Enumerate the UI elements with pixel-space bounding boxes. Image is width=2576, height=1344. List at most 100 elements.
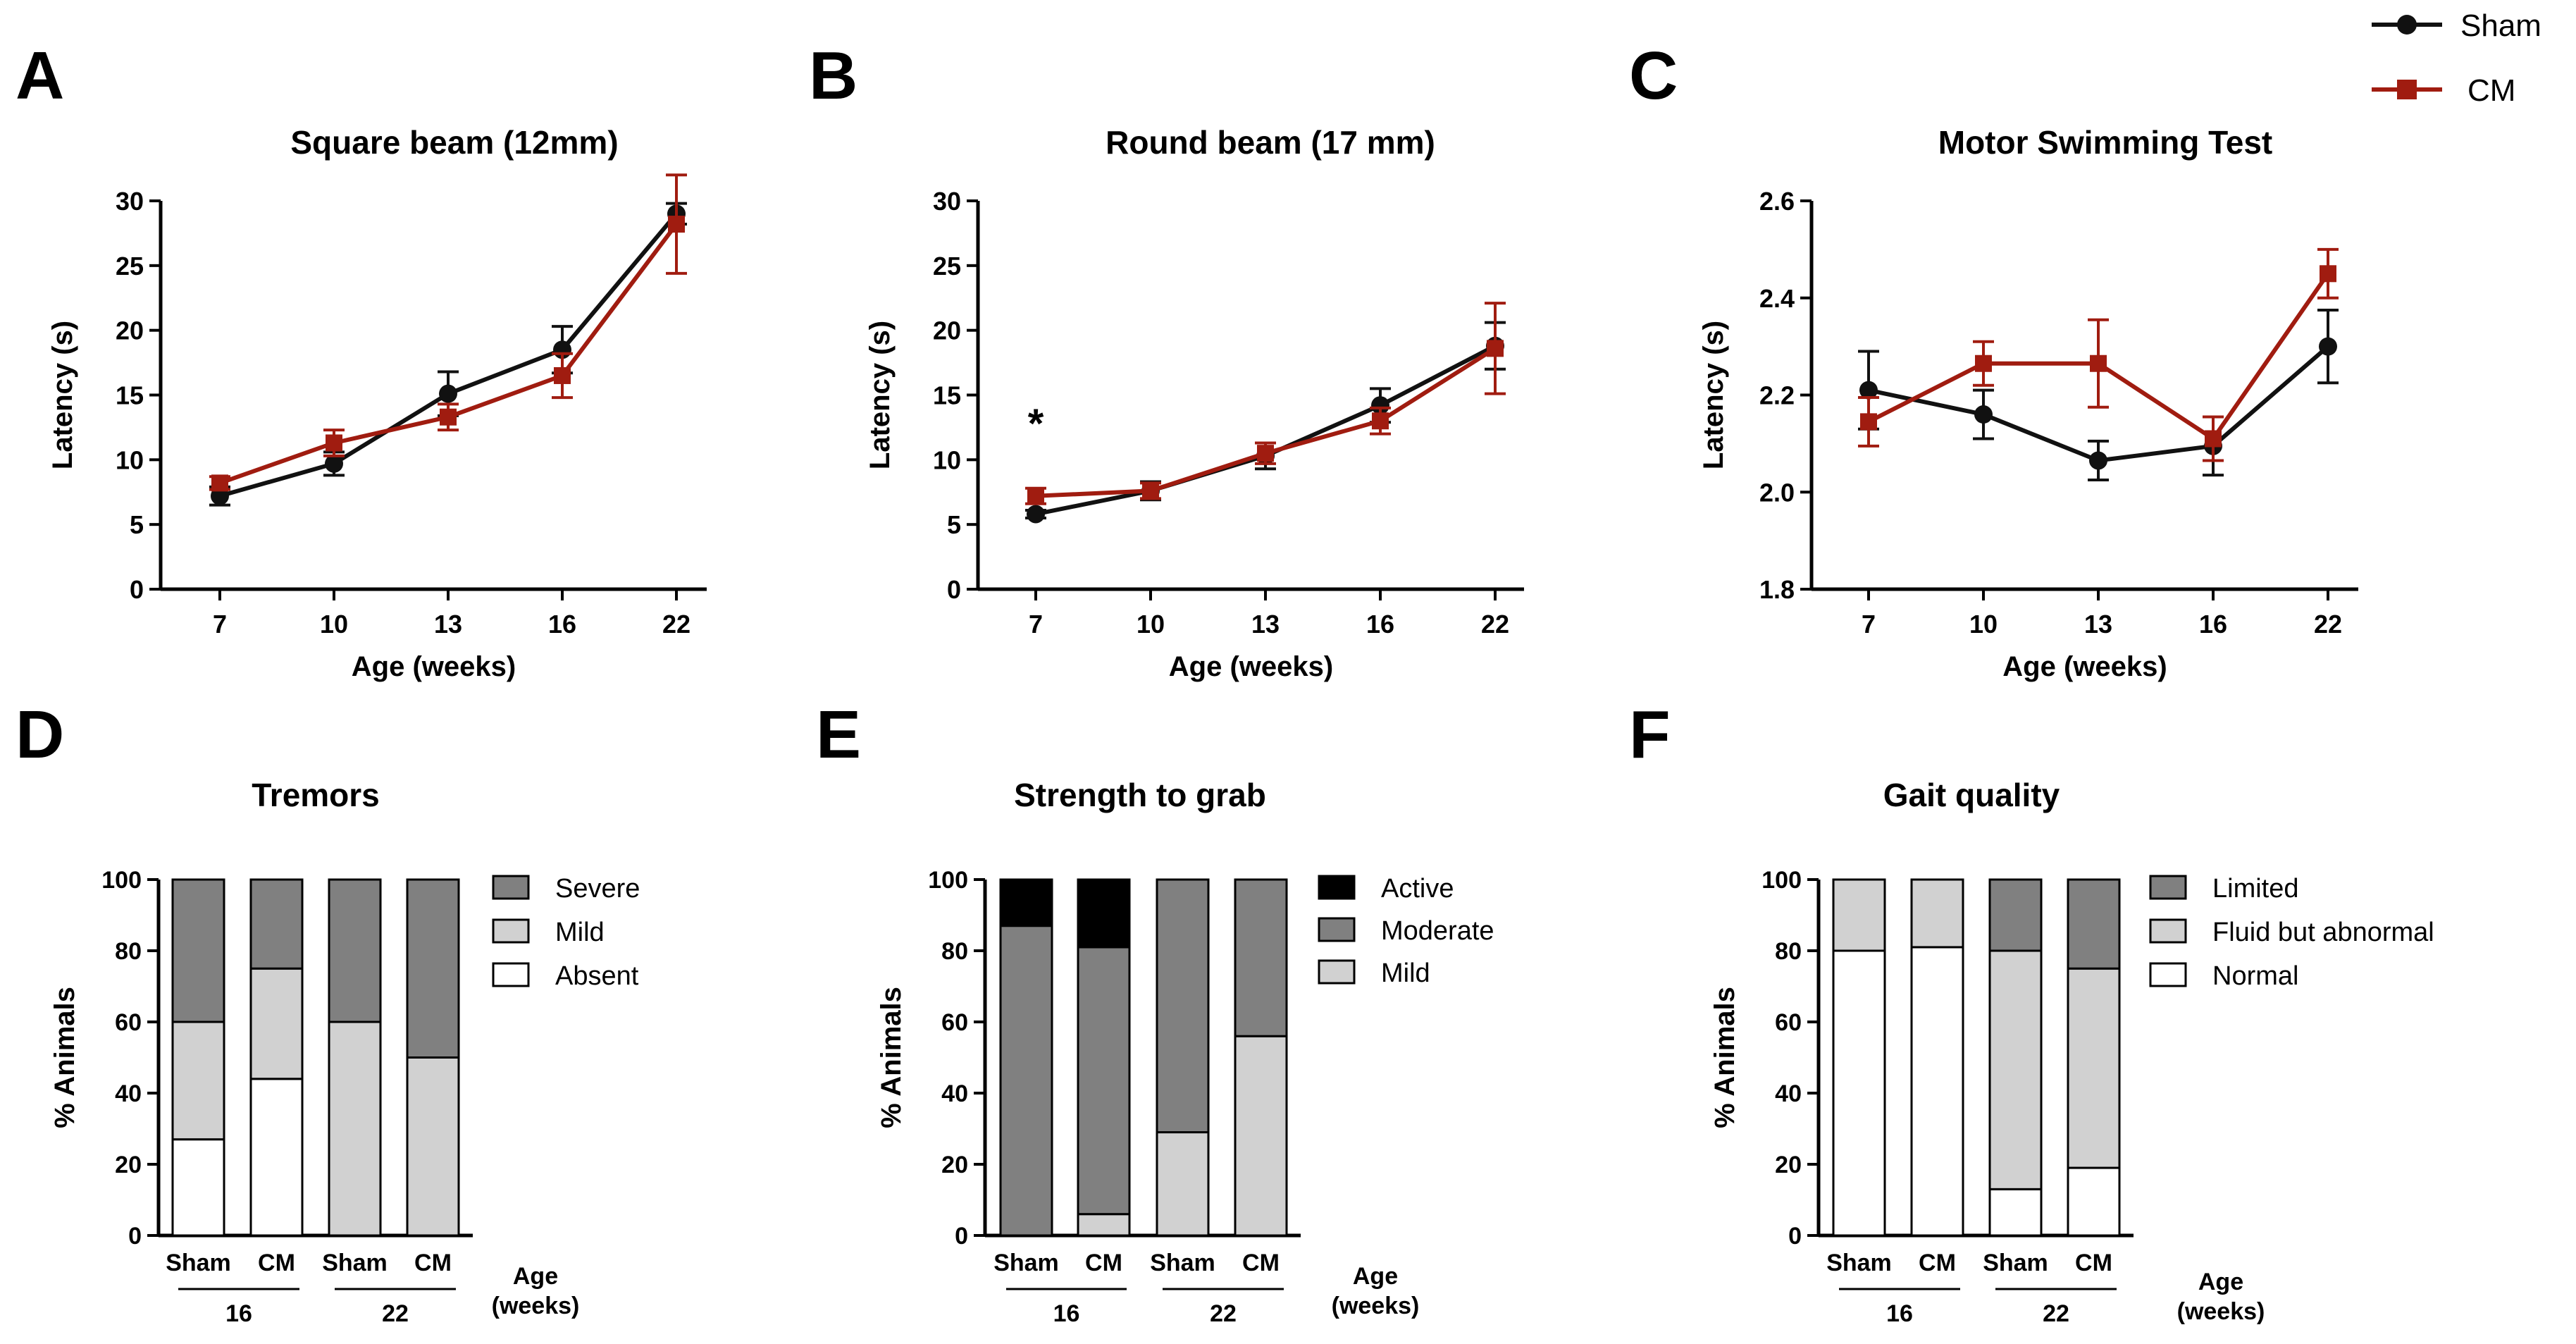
- data-point: [2319, 337, 2337, 356]
- y-tick-label: 60: [1775, 1009, 1802, 1036]
- x-tick-label: CM: [258, 1250, 295, 1276]
- legend-swatch: [2149, 875, 2187, 900]
- bar-segment-mild: [406, 1056, 460, 1237]
- legend-label: Mild: [1381, 958, 1430, 988]
- legend: Limited Fluid but abnormal Normal: [2149, 874, 2434, 991]
- y-tick-label: 2.4: [1759, 284, 1795, 313]
- panel-letter: F: [1629, 697, 1671, 772]
- group-label: 22: [2043, 1300, 2069, 1327]
- bar-segment-absent: [249, 1078, 304, 1237]
- legend-label: Mild: [555, 918, 605, 947]
- data-point: [1487, 340, 1504, 357]
- data-point: [668, 216, 685, 233]
- legend-label: Normal: [2212, 961, 2298, 991]
- series-line: [219, 223, 679, 486]
- data-point: [2205, 430, 2222, 448]
- y-tick-label: 10: [933, 445, 961, 474]
- series-sham: [1858, 308, 2339, 482]
- legend-swatch: [492, 918, 530, 944]
- panel-letter: B: [809, 38, 857, 113]
- legend-label: CM: [2467, 73, 2515, 108]
- bar-segment-fluid-but-abnormal: [1988, 949, 2043, 1190]
- bar-segment-normal: [1910, 946, 1964, 1237]
- x-tick-label: Sham: [1150, 1250, 1215, 1276]
- bar-segment-fluid-but-abnormal: [2067, 967, 2121, 1169]
- series-cm: [1025, 302, 1506, 505]
- group-label: 16: [1886, 1300, 1913, 1327]
- bar-segment-mild: [328, 1021, 382, 1237]
- x-tick-label: 13: [434, 610, 462, 639]
- chart-title: Round beam (17 mm): [1106, 124, 1435, 161]
- data-point: [554, 366, 571, 384]
- bar-segment-active: [999, 878, 1053, 927]
- x-tick-label: Sham: [166, 1250, 231, 1276]
- legend-label: Moderate: [1381, 916, 1494, 946]
- chart-title: Motor Swimming Test: [1938, 124, 2273, 161]
- legend-swatch: [2149, 918, 2187, 944]
- data-point: [1975, 355, 1992, 372]
- chart-panel-b: B Round beam (17 mm) 0 5 10 15 20 25 30 7 10 13 16 22…: [809, 38, 1524, 682]
- y-tick-label: 5: [947, 510, 961, 539]
- y-axis-label: Latency (s): [47, 321, 78, 469]
- legend-swatch: [1318, 917, 1356, 942]
- y-tick-label: 100: [101, 867, 142, 894]
- data-point: [1372, 412, 1389, 430]
- legend-label: Absent: [555, 961, 639, 991]
- y-tick-label: 30: [933, 187, 961, 216]
- bar-segment-severe: [328, 878, 382, 1023]
- y-axis-label: % Animals: [1709, 987, 1740, 1128]
- bar-segment-severe: [249, 878, 304, 970]
- x-tick-label: 16: [1366, 610, 1394, 639]
- chart-title: Gait quality: [1883, 777, 2060, 813]
- legend-swatch: [2149, 962, 2187, 987]
- x-tick-label: CM: [1085, 1250, 1122, 1276]
- y-tick-label: 20: [941, 1152, 968, 1178]
- legend-label: Active: [1381, 874, 1454, 904]
- y-tick-label: 25: [933, 252, 961, 280]
- legend-swatch: [492, 875, 530, 900]
- y-tick-label: 2.6: [1759, 187, 1795, 216]
- legend-marker: [2397, 80, 2417, 99]
- x-tick-label: 7: [1029, 610, 1043, 639]
- bar-segment-absent: [171, 1138, 225, 1237]
- y-tick-label: 0: [128, 1223, 142, 1250]
- panel-letter: C: [1629, 38, 1678, 113]
- x-tick-label: 22: [2314, 610, 2342, 639]
- bar-segment-normal: [1988, 1188, 2043, 1237]
- y-tick-label: 80: [1775, 938, 1802, 965]
- bar-segment-mild: [1234, 1035, 1288, 1237]
- chart-title: Square beam (12mm): [290, 124, 618, 161]
- y-tick-label: 0: [955, 1223, 968, 1250]
- x-tick-label: CM: [1242, 1250, 1280, 1276]
- panel-letter: D: [16, 697, 64, 772]
- bar-segment-fluid-but-abnormal: [1832, 878, 1886, 952]
- bar-segment-moderate: [1156, 878, 1210, 1134]
- group-axis-label: Age: [2198, 1269, 2243, 1295]
- series-legend: Sham CM: [2372, 8, 2541, 108]
- legend-swatch: [492, 962, 530, 987]
- y-tick-label: 25: [116, 252, 144, 280]
- x-axis-label: Age (weeks): [2002, 651, 2167, 682]
- x-axis-label: Age (weeks): [1169, 651, 1333, 682]
- group-axis-label: (weeks): [2177, 1298, 2265, 1325]
- y-tick-label: 1.8: [1759, 575, 1795, 604]
- panel-letter: A: [16, 38, 64, 113]
- legend-label: Sham: [2460, 8, 2541, 43]
- y-tick-label: 40: [115, 1080, 142, 1107]
- y-tick-label: 0: [947, 575, 961, 604]
- data-point: [2320, 265, 2336, 283]
- data-point: [1974, 405, 1993, 424]
- y-tick-label: 2.0: [1759, 478, 1795, 507]
- bar-segment-normal: [2067, 1166, 2121, 1237]
- x-tick-label: CM: [414, 1250, 452, 1276]
- y-tick-label: 5: [130, 510, 144, 539]
- x-tick-label: 16: [2199, 610, 2227, 639]
- legend-label: Severe: [555, 874, 640, 904]
- bar-segment-mild: [1077, 1213, 1131, 1237]
- x-tick-label: Sham: [1826, 1250, 1892, 1276]
- y-tick-label: 80: [115, 938, 142, 965]
- legend-label: Fluid but abnormal: [2212, 918, 2434, 947]
- data-point: [1142, 482, 1159, 500]
- y-tick-label: 100: [928, 867, 968, 894]
- bar-segment-fluid-but-abnormal: [1910, 878, 1964, 949]
